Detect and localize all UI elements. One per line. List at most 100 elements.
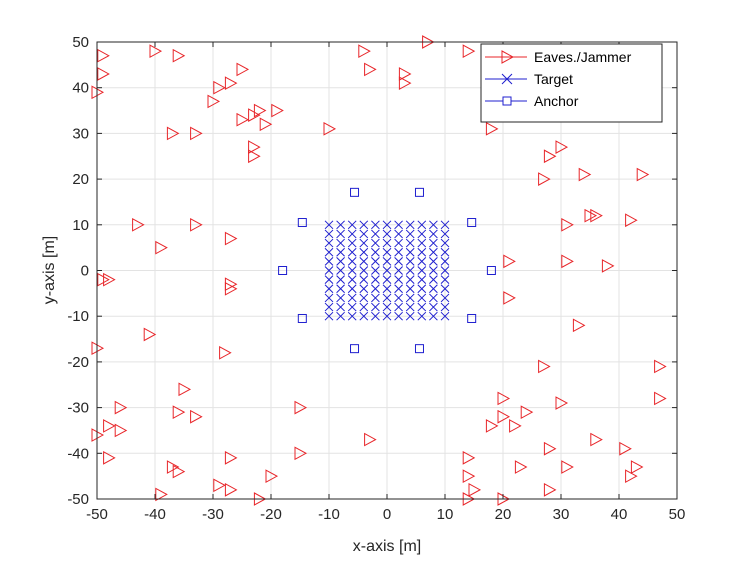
target-marker bbox=[440, 275, 450, 284]
target-marker bbox=[347, 293, 357, 303]
target-marker bbox=[359, 238, 369, 248]
target-marker bbox=[324, 275, 334, 284]
eaves-jammer-marker bbox=[561, 217, 574, 232]
eaves-jammer-marker bbox=[509, 419, 522, 433]
eaves-jammer-marker bbox=[503, 254, 516, 269]
target-marker bbox=[429, 229, 438, 239]
eaves-jammer-marker bbox=[114, 423, 128, 438]
eaves-jammer-marker bbox=[224, 231, 238, 246]
target-marker bbox=[394, 257, 403, 266]
target-marker bbox=[405, 302, 415, 312]
eaves-jammer-marker bbox=[294, 400, 308, 415]
x-tick-label: -30 bbox=[202, 506, 224, 523]
y-tick-label: 0 bbox=[81, 263, 89, 280]
legend-label-eaves: Eaves./Jammer bbox=[534, 49, 632, 65]
eaves-jammer-marker bbox=[654, 359, 667, 374]
target-marker bbox=[417, 238, 427, 248]
target-marker bbox=[336, 302, 345, 312]
eaves-jammer-marker bbox=[578, 167, 592, 182]
eaves-jammer-marker bbox=[538, 172, 551, 186]
anchor-marker bbox=[486, 266, 496, 275]
eaves-jammer-marker bbox=[172, 405, 186, 420]
target-marker bbox=[429, 284, 438, 294]
target-marker bbox=[394, 302, 403, 312]
y-tick-label: -10 bbox=[67, 308, 89, 325]
target-marker bbox=[440, 247, 450, 257]
eaves-jammer-marker bbox=[224, 281, 238, 296]
eaves-jammer-marker bbox=[172, 48, 186, 63]
eaves-jammer-marker bbox=[497, 409, 511, 424]
eaves-jammer-marker bbox=[97, 67, 110, 81]
eaves-jammer-marker bbox=[323, 121, 337, 136]
target-marker bbox=[440, 284, 450, 294]
anchor-marker bbox=[297, 313, 307, 323]
legend-marker-eaves bbox=[501, 50, 515, 64]
target-marker bbox=[394, 311, 403, 321]
eaves-jammer-marker bbox=[236, 112, 250, 127]
eaves-jammer-marker bbox=[132, 217, 145, 232]
eaves-jammer-marker bbox=[248, 108, 261, 122]
target-marker bbox=[394, 275, 403, 284]
target-marker bbox=[336, 229, 345, 239]
axis-ticks: -50 -40 -30 -20 -10 0 10 20 30 40 50 50 40 30 20 10 0 -10… bbox=[67, 34, 685, 523]
eaves-jammer-marker bbox=[207, 94, 221, 109]
target-marker bbox=[429, 247, 438, 257]
target-marker bbox=[405, 293, 415, 303]
eaves-jammer-marker bbox=[514, 460, 528, 474]
eaves-jammer-marker bbox=[114, 400, 128, 415]
target-marker bbox=[405, 247, 415, 257]
target-marker bbox=[405, 220, 415, 230]
anchor-marker bbox=[297, 218, 307, 228]
x-tick-label: -10 bbox=[318, 506, 340, 523]
target-marker bbox=[347, 284, 357, 294]
target-marker bbox=[417, 293, 427, 303]
target-marker bbox=[324, 284, 334, 294]
eaves-jammer-marker bbox=[561, 254, 574, 269]
x-tick-label: -40 bbox=[144, 506, 166, 523]
target-marker bbox=[371, 284, 380, 294]
y-tick-label: -20 bbox=[67, 354, 89, 371]
eaves-jammer-marker bbox=[259, 117, 273, 132]
x-tick-label: 30 bbox=[553, 506, 570, 523]
target-marker bbox=[371, 238, 380, 248]
eaves-jammer-marker bbox=[619, 441, 632, 456]
target-marker bbox=[336, 275, 345, 284]
target-marker bbox=[405, 266, 415, 275]
target-marker bbox=[347, 266, 357, 275]
eaves-jammer-marker bbox=[497, 391, 511, 406]
eaves-jammer-marker bbox=[555, 140, 569, 154]
eaves-jammer-marker bbox=[265, 469, 279, 483]
legend-marker-target bbox=[501, 73, 513, 85]
eaves-jammer-marker bbox=[398, 67, 412, 81]
legend-label-anchor: Anchor bbox=[534, 93, 579, 109]
target-marker bbox=[440, 302, 450, 312]
target-marker bbox=[394, 293, 403, 303]
target-marker bbox=[382, 247, 392, 257]
target-marker bbox=[336, 284, 345, 294]
target-marker bbox=[336, 266, 345, 275]
target-marker bbox=[371, 266, 380, 275]
x-tick-label: 40 bbox=[611, 506, 628, 523]
target-marker bbox=[417, 284, 427, 294]
target-marker bbox=[440, 311, 450, 321]
target-marker bbox=[371, 220, 380, 230]
y-tick-label: 20 bbox=[72, 171, 89, 188]
eaves-jammer-marker bbox=[538, 359, 551, 374]
target-marker bbox=[336, 247, 345, 257]
target-marker bbox=[359, 220, 369, 230]
eaves-jammer-marker bbox=[103, 272, 116, 287]
eaves-jammer-marker bbox=[364, 432, 377, 447]
target-marker bbox=[394, 284, 403, 294]
eaves-jammer-marker bbox=[636, 167, 650, 182]
target-marker bbox=[440, 266, 450, 275]
target-marker bbox=[347, 247, 357, 257]
target-marker bbox=[371, 257, 380, 266]
target-marker bbox=[347, 275, 357, 284]
eaves-jammer-marker bbox=[625, 469, 638, 483]
eaves-jammer-marker bbox=[468, 483, 482, 497]
target-marker bbox=[405, 229, 415, 239]
eaves-jammer-marker bbox=[503, 291, 516, 305]
target-marker bbox=[324, 220, 334, 230]
eaves-jammer-marker bbox=[561, 460, 574, 474]
